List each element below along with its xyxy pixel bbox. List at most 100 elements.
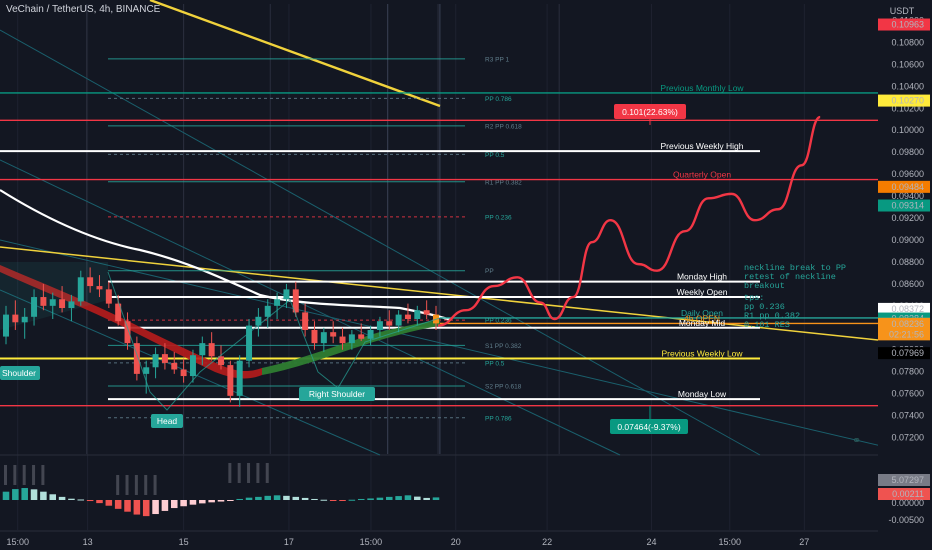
price-badge-8 <box>878 328 930 341</box>
level-label-5: Weekly Open <box>677 287 728 297</box>
candle-body-45 <box>423 310 430 315</box>
osc-bar-16 <box>152 500 159 515</box>
osc-bar-43 <box>404 495 412 500</box>
candle-body-32 <box>302 312 309 330</box>
candle-body-18 <box>171 362 178 370</box>
candle-body-26 <box>246 325 253 361</box>
head-tag: Head <box>151 414 183 428</box>
ma-yellow-descending <box>149 0 441 108</box>
candle-body-19 <box>180 369 187 377</box>
volume-bar-0-1 <box>13 465 17 485</box>
osc-bar-7 <box>68 498 75 500</box>
osc-bar-23 <box>217 500 225 502</box>
osc-bar-2 <box>21 488 28 500</box>
osc-bar-10 <box>96 500 103 504</box>
candle-body-29 <box>274 299 281 306</box>
candle-body-36 <box>339 336 346 344</box>
candle-body-23 <box>218 356 224 366</box>
level-label-2: Previous Weekly High <box>661 141 744 151</box>
x-tick-7: 24 <box>646 537 656 547</box>
osc-bar-35 <box>329 500 337 501</box>
oscillator-panel <box>2 463 440 517</box>
candle-body-35 <box>330 332 337 337</box>
volume-bar-1-0 <box>116 475 120 495</box>
volume-bar-1-2 <box>134 475 138 495</box>
price-badge-1 <box>878 94 930 107</box>
candle-body-33 <box>311 329 318 344</box>
osc-tick-0: 5.07297 <box>891 475 924 485</box>
candle-body-42 <box>395 314 402 326</box>
candle-body-24 <box>227 365 234 396</box>
neckline-trendline <box>0 246 879 341</box>
pivot-label-9: PP 0.5 <box>485 360 505 367</box>
osc-bar-38 <box>357 498 365 500</box>
osc-bar-1 <box>12 489 19 500</box>
candle-body-39 <box>367 329 374 339</box>
candle-body-44 <box>414 310 421 319</box>
volume-bar-0-2 <box>22 465 26 485</box>
x-tick-3: 17 <box>284 537 294 547</box>
candle-body-20 <box>189 355 196 377</box>
level-label-9: Previous Weekly Low <box>661 349 743 359</box>
level-label-7: 4h OPEN <box>684 313 720 323</box>
candle-body-41 <box>386 321 393 326</box>
head-label: Head <box>157 416 178 426</box>
osc-tick-1: 0.00211 <box>892 489 924 499</box>
candle-body-15 <box>143 367 150 374</box>
candle-body-14 <box>133 343 140 374</box>
x-tick-0: 15:00 <box>6 537 29 547</box>
candle-body-38 <box>358 334 365 339</box>
candle-body-27 <box>255 316 262 326</box>
osc-bar-33 <box>311 498 318 500</box>
pattern-outline <box>107 271 441 411</box>
ribbon-green <box>262 320 440 375</box>
candle-body-2 <box>21 316 28 323</box>
osc-bar-19 <box>180 500 187 507</box>
settings-icon[interactable]: ⚭ <box>852 434 861 447</box>
pivot-label-1: PP 0.786 <box>485 96 512 103</box>
y-tick-11: 0.08800 <box>891 257 924 267</box>
shoulder-right-label: Right Shoulder <box>309 389 365 399</box>
volume-bar-0-0 <box>4 465 7 485</box>
candle-body-13 <box>124 321 131 344</box>
y-tick-10: 0.09000 <box>891 235 924 245</box>
level-label-10: Monday Low <box>678 389 727 399</box>
note-line-3: breakout <box>744 281 785 291</box>
volume-bar-2-1 <box>237 463 241 483</box>
x-tick-9: 27 <box>799 537 809 547</box>
time-axis[interactable]: 15:00 13 15 17 15:00 20 22 24 15:00 27 <box>0 530 878 547</box>
y-tick-4: 0.10200 <box>891 103 924 113</box>
osc-bar-17 <box>161 500 169 511</box>
candles <box>3 267 439 407</box>
level-label-6: Daily Open <box>681 308 723 318</box>
candle-body-10 <box>96 286 103 290</box>
target-up-badge: 0.101(22.63%) <box>614 104 686 119</box>
pivot-label-0: R3 PP 1 <box>485 56 509 63</box>
price-badge-label-9: 0.07969 <box>891 348 924 358</box>
target-down-label: 0.07464(-9.37%) <box>617 422 680 432</box>
price-badge-label-2: 0.09484 <box>891 182 924 192</box>
candle-body-37 <box>348 334 355 344</box>
note-line-5: tps: <box>744 293 764 303</box>
target-up-label: 0.101(22.63%) <box>622 107 678 117</box>
candle-body-43 <box>404 314 411 319</box>
candle-body-16 <box>152 354 159 368</box>
price-badge-label-3: 0.09314 <box>891 201 924 211</box>
candle-body-3 <box>31 297 38 317</box>
level-label-3: Quarterly Open <box>673 170 731 180</box>
osc-bar-30 <box>283 495 290 500</box>
volume-bar-2-4 <box>265 463 269 483</box>
price-axis[interactable]: 0.110000.108000.106000.104000.102000.100… <box>878 0 932 550</box>
price-badge-label-0: 0.10963 <box>891 20 924 30</box>
osc-badge-1 <box>878 488 930 500</box>
ribbon-red <box>0 265 262 379</box>
x-tick-2: 15 <box>179 537 189 547</box>
osc-bar-22 <box>208 500 215 503</box>
shoulder-left-tag: Shoulder <box>0 366 40 380</box>
osc-badge-0 <box>878 474 930 486</box>
pivot-label-10: S2 PP 0.618 <box>485 383 522 390</box>
volume-bar-1-1 <box>125 475 129 495</box>
candle-body-31 <box>292 289 299 313</box>
